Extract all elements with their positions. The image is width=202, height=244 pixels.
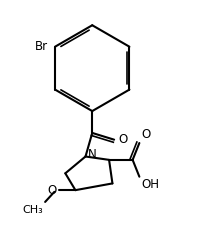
Text: CH₃: CH₃ — [23, 205, 43, 215]
Text: N: N — [88, 148, 96, 161]
Text: O: O — [140, 128, 149, 141]
Text: OH: OH — [140, 178, 158, 191]
Text: O: O — [47, 184, 57, 197]
Text: Br: Br — [35, 40, 48, 53]
Text: O: O — [118, 133, 127, 146]
